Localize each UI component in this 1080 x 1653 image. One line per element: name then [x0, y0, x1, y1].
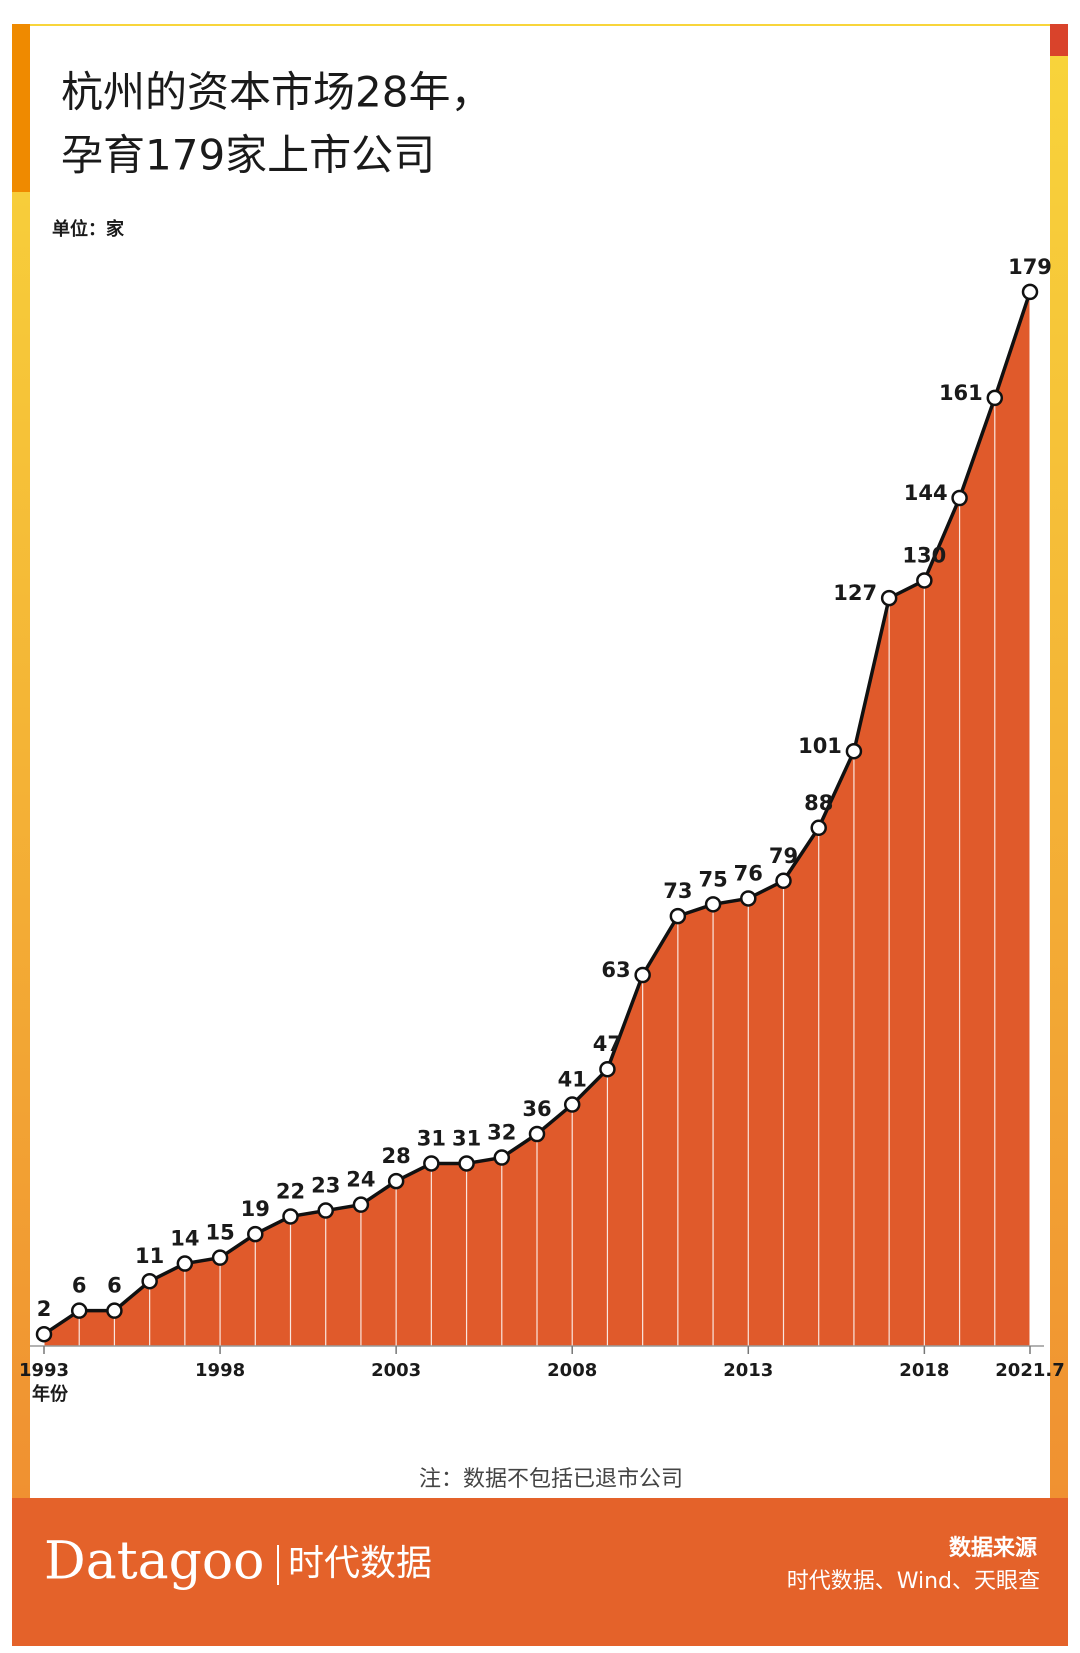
- point: [35, 1325, 53, 1343]
- point: [740, 890, 757, 907]
- frame-accent: [12, 24, 30, 192]
- chart-title: 孕育179家上市公司: [61, 131, 435, 180]
- point: [176, 1255, 194, 1272]
- x-tick-label: 2018: [899, 1360, 949, 1381]
- data-label: 6: [72, 1274, 87, 1298]
- data-label: 79: [769, 844, 798, 868]
- source-title: 数据来源: [949, 1535, 1037, 1561]
- data-label: 144: [904, 481, 948, 505]
- point: [916, 572, 933, 589]
- point: [599, 1060, 616, 1078]
- data-label: 32: [487, 1121, 516, 1145]
- data-label: 76: [734, 861, 763, 885]
- point: [106, 1302, 123, 1319]
- source: 时代数据、Wind、天眼查: [787, 1569, 1040, 1594]
- point: [669, 907, 687, 925]
- footer: [12, 1498, 1068, 1646]
- point: [423, 1155, 440, 1172]
- point: [775, 872, 792, 890]
- point: [141, 1272, 158, 1290]
- data-label: 36: [522, 1097, 551, 1121]
- point: [211, 1249, 229, 1266]
- data-label: 63: [601, 958, 630, 982]
- data-label: 75: [698, 867, 727, 891]
- data-label: 24: [346, 1168, 375, 1192]
- point: [247, 1225, 264, 1243]
- data-label: 179: [1008, 255, 1052, 279]
- data-label: 88: [804, 791, 833, 815]
- data-label: 15: [205, 1221, 234, 1245]
- data-label: 28: [382, 1144, 411, 1168]
- x-axis-label: 年份: [32, 1383, 69, 1405]
- data-label: 101: [798, 734, 842, 758]
- footer-logo: Datagoo: [44, 1532, 265, 1592]
- data-label: 23: [311, 1174, 340, 1198]
- data-label: 127: [833, 581, 877, 605]
- x-tick-label: 1993: [19, 1360, 69, 1381]
- data-label: 6: [107, 1274, 122, 1298]
- point: [1021, 283, 1039, 301]
- point: [387, 1172, 405, 1190]
- point: [282, 1208, 299, 1225]
- data-label: 14: [170, 1227, 199, 1251]
- footer-logo-cn: 时代数据: [288, 1543, 432, 1584]
- unit-label: 单位：家: [52, 218, 125, 240]
- note: 注：数据不包括已退市公司: [419, 1467, 683, 1492]
- x-tick-label: 2013: [723, 1360, 773, 1381]
- data-label: 19: [241, 1197, 270, 1221]
- data-label: 47: [593, 1032, 622, 1056]
- x-tick-label: 2003: [371, 1360, 421, 1381]
- point: [634, 966, 651, 984]
- point: [458, 1155, 475, 1172]
- data-label: 2: [37, 1297, 52, 1321]
- point: [317, 1202, 334, 1219]
- data-label: 11: [135, 1244, 164, 1268]
- data-label: 31: [452, 1126, 481, 1150]
- point: [810, 819, 827, 837]
- point: [845, 742, 863, 760]
- data-label: 73: [663, 879, 692, 903]
- data-label: 41: [558, 1068, 587, 1092]
- point: [986, 389, 1004, 407]
- chart-title: 杭州的资本市场28年，: [61, 68, 492, 117]
- data-label: 161: [939, 381, 983, 405]
- frame-accent: [1050, 24, 1068, 56]
- point: [493, 1149, 511, 1166]
- point: [704, 896, 722, 913]
- x-tick-label: 2008: [547, 1360, 597, 1381]
- x-tick-label: 2021.7: [995, 1360, 1064, 1381]
- point: [563, 1096, 581, 1113]
- data-label: 22: [276, 1179, 305, 1203]
- data-label: 130: [902, 543, 946, 567]
- point: [880, 589, 898, 607]
- point: [951, 489, 968, 507]
- point: [352, 1196, 370, 1213]
- point: [70, 1302, 88, 1319]
- point: [528, 1125, 546, 1143]
- x-tick-label: 1998: [195, 1360, 245, 1381]
- data-label: 31: [417, 1126, 446, 1150]
